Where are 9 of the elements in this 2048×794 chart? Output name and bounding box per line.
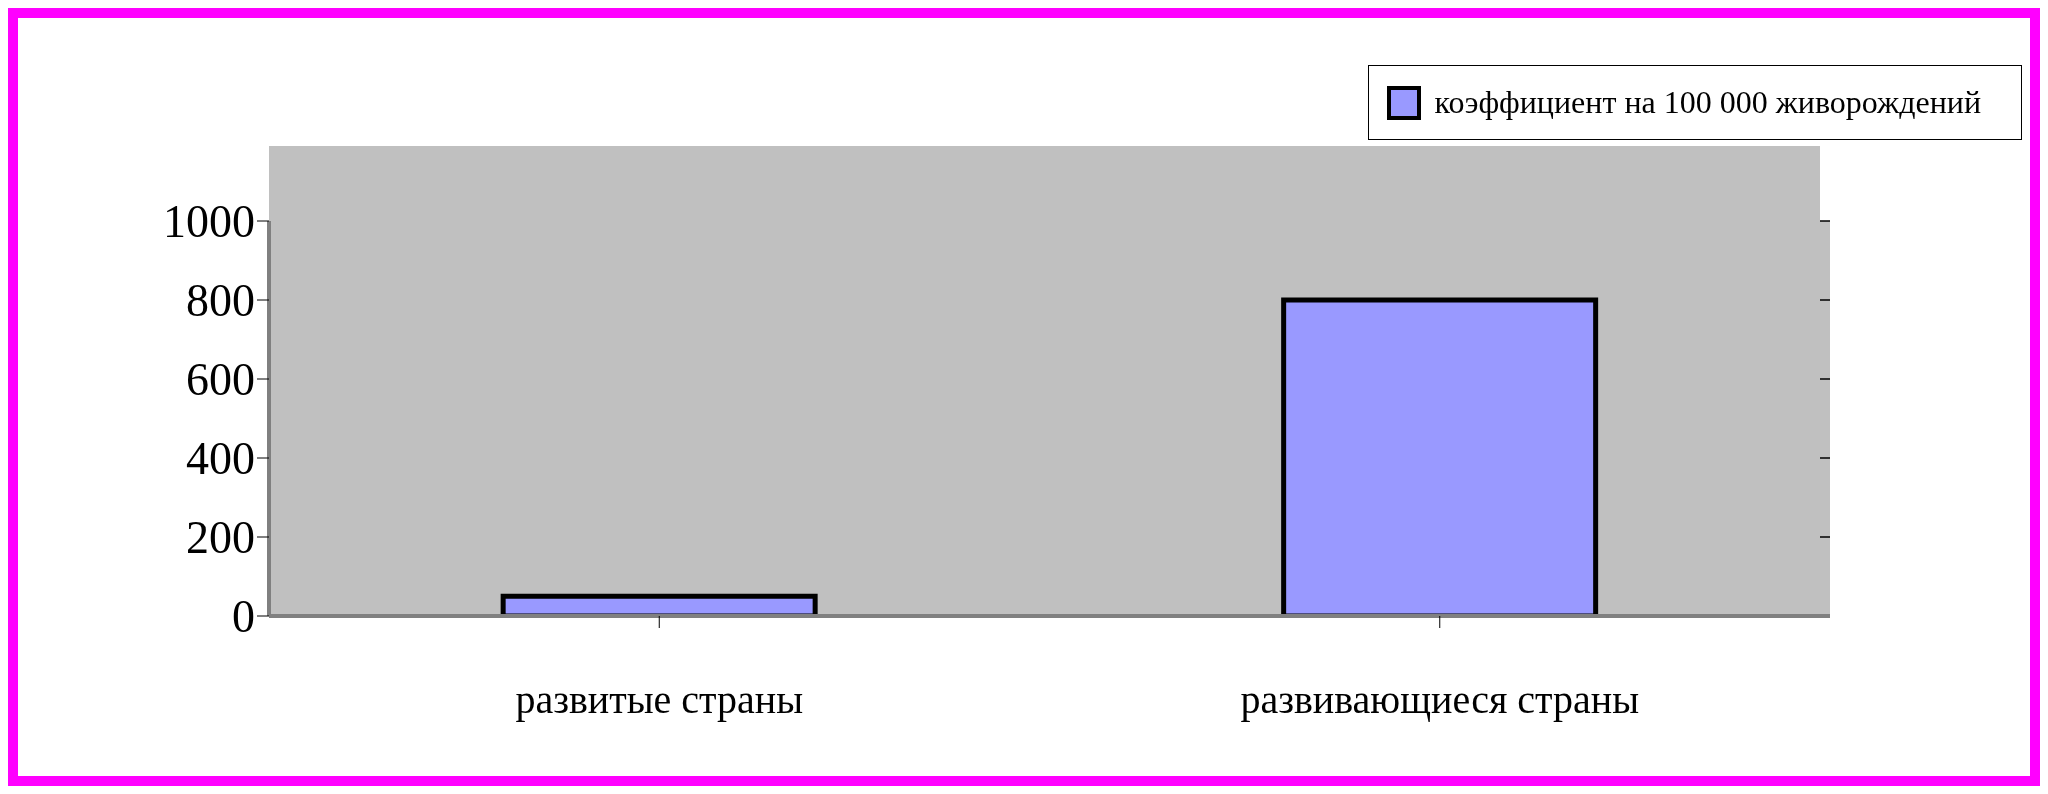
legend-label: коэффициент на 100 000 живорождений: [1434, 84, 1981, 121]
y-tick-label: 600: [186, 354, 255, 406]
y-tick-label: 400: [186, 433, 255, 485]
x-tick-label: развитые страны: [515, 677, 804, 723]
y-tick-label: 800: [186, 275, 255, 327]
y-tick-label: 1000: [163, 196, 255, 248]
x-tick-label: развивающиеся страны: [1240, 677, 1640, 723]
y-tick-label: 200: [186, 512, 255, 564]
y-tick-label: 0: [232, 591, 255, 643]
